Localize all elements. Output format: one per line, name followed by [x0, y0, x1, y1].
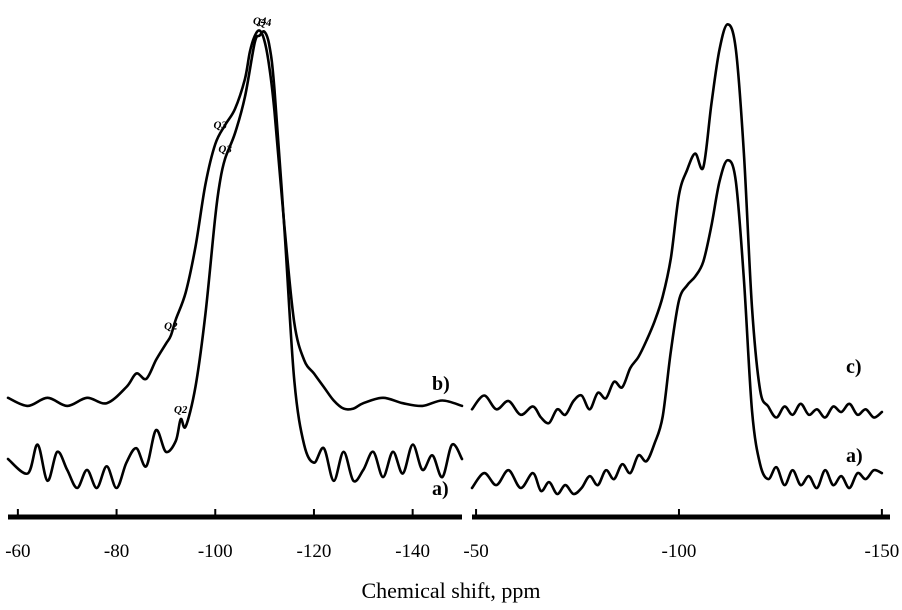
series-label: a)	[846, 445, 863, 467]
series-trace	[6, 29, 464, 411]
series-trace	[470, 158, 884, 496]
peak-label: Q2	[174, 404, 188, 416]
peak-label: Q3	[218, 144, 232, 156]
x-tick-label: -140	[395, 541, 430, 562]
peak-label: Q3	[213, 120, 227, 132]
peak-label: Q4	[258, 17, 272, 29]
series-label: b)	[432, 373, 450, 395]
series-trace	[470, 23, 884, 425]
peak-label: Q4	[253, 16, 267, 28]
series-label: a)	[432, 478, 449, 500]
peak-label: Q2	[164, 321, 178, 333]
x-tick-label: -150	[864, 541, 899, 562]
x-tick-label: -100	[662, 541, 697, 562]
x-tick-label: -60	[5, 541, 30, 562]
x-tick-label: -100	[198, 541, 233, 562]
x-tick-label: -50	[463, 541, 488, 562]
series-trace	[6, 30, 464, 490]
x-tick-label: -80	[104, 541, 129, 562]
x-axis-title: Chemical shift, ppm	[361, 578, 540, 603]
series-label: c)	[846, 356, 862, 378]
right-panel: -50 -100 -150 a) c)	[463, 23, 899, 562]
x-tick-label: -120	[297, 541, 332, 562]
